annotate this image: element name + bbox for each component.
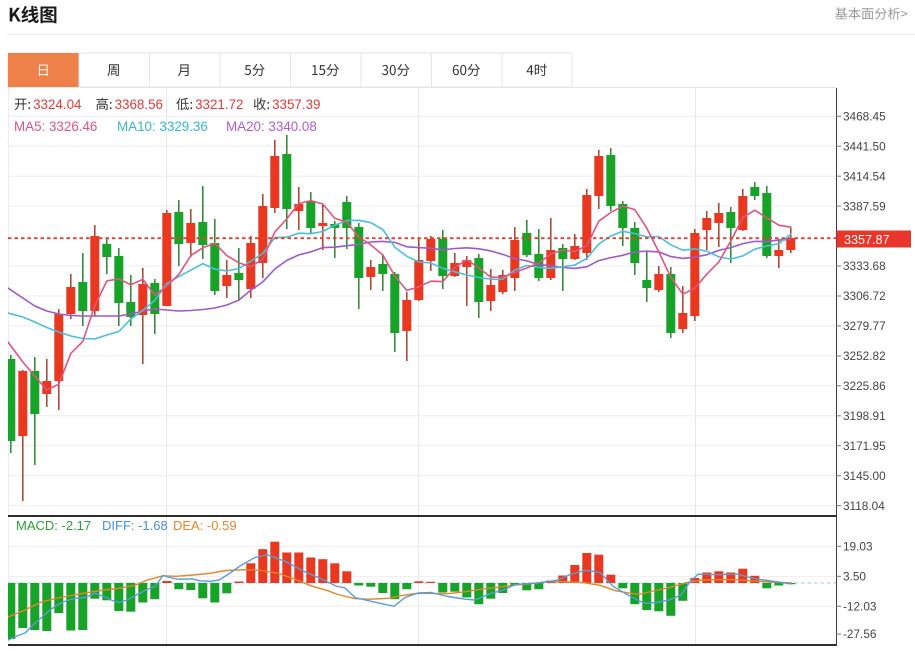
svg-text:-12.03: -12.03 xyxy=(843,599,877,613)
svg-text:MA20: 3340.08: MA20: 3340.08 xyxy=(226,119,317,134)
svg-text:DIFF: -1.68: DIFF: -1.68 xyxy=(102,518,168,533)
svg-text:DEA: -0.59: DEA: -0.59 xyxy=(173,518,237,533)
svg-text:3387.59: 3387.59 xyxy=(843,199,886,213)
svg-text:19.03: 19.03 xyxy=(843,540,873,554)
svg-text:-27.56: -27.56 xyxy=(843,627,877,641)
svg-text:3198.91: 3198.91 xyxy=(843,409,886,423)
svg-text:3.50: 3.50 xyxy=(843,570,866,584)
svg-text:3468.45: 3468.45 xyxy=(843,110,886,124)
svg-text:3441.50: 3441.50 xyxy=(843,139,886,153)
svg-text:3118.04: 3118.04 xyxy=(843,499,885,513)
svg-text:3321.72: 3321.72 xyxy=(195,97,243,112)
svg-text:3324.04: 3324.04 xyxy=(33,97,82,112)
svg-text:MACD: -2.17: MACD: -2.17 xyxy=(16,518,91,533)
svg-text:MA10: 3329.36: MA10: 3329.36 xyxy=(117,119,208,134)
svg-text:3252.82: 3252.82 xyxy=(843,349,886,363)
svg-text:3306.72: 3306.72 xyxy=(843,289,886,303)
svg-text:3368.56: 3368.56 xyxy=(115,97,163,112)
svg-text:3357.39: 3357.39 xyxy=(272,97,320,112)
svg-text:3357.87: 3357.87 xyxy=(844,233,890,247)
svg-text:3414.54: 3414.54 xyxy=(843,169,886,183)
svg-text:3145.00: 3145.00 xyxy=(843,469,886,483)
svg-text:MA5: 3326.46: MA5: 3326.46 xyxy=(14,119,97,134)
svg-text:3279.77: 3279.77 xyxy=(843,319,886,333)
svg-text:3225.86: 3225.86 xyxy=(843,379,886,393)
svg-text:3333.68: 3333.68 xyxy=(843,259,886,273)
svg-text:3171.95: 3171.95 xyxy=(843,439,886,453)
